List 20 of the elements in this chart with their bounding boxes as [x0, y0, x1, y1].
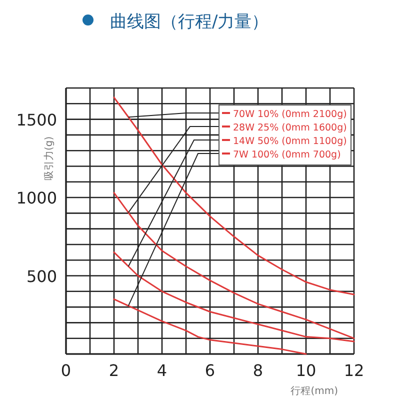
x-tick-label: 12 — [344, 361, 364, 380]
chart-title: 曲线图（行程/力量） — [110, 12, 269, 32]
line-series — [113, 298, 307, 355]
x-axis-title: 行程(mm) — [290, 386, 338, 397]
legend-label: 70W 10% (0mm 2100g) — [233, 109, 347, 120]
x-tick-label: 6 — [204, 361, 216, 380]
x-tick-label: 2 — [108, 361, 120, 380]
x-tick-label: 4 — [156, 361, 168, 380]
line-series — [113, 192, 355, 340]
y-tick-label: 500 — [26, 266, 57, 286]
x-tick-label: 0 — [60, 361, 72, 380]
y-tick-label: 1500 — [16, 110, 57, 130]
y-axis-title: 吸引力(g) — [43, 136, 55, 180]
legend-label: 7W 100% (0mm 700g) — [233, 150, 341, 160]
legend-label: 14W 50% (0mm 1100g) — [233, 136, 347, 147]
x-tick-label: 10 — [296, 361, 316, 380]
x-tick-label: 8 — [252, 361, 264, 380]
y-tick-label: 1000 — [16, 188, 57, 208]
legend-label: 28W 25% (0mm 1600g) — [233, 122, 347, 134]
line-series — [113, 96, 355, 296]
